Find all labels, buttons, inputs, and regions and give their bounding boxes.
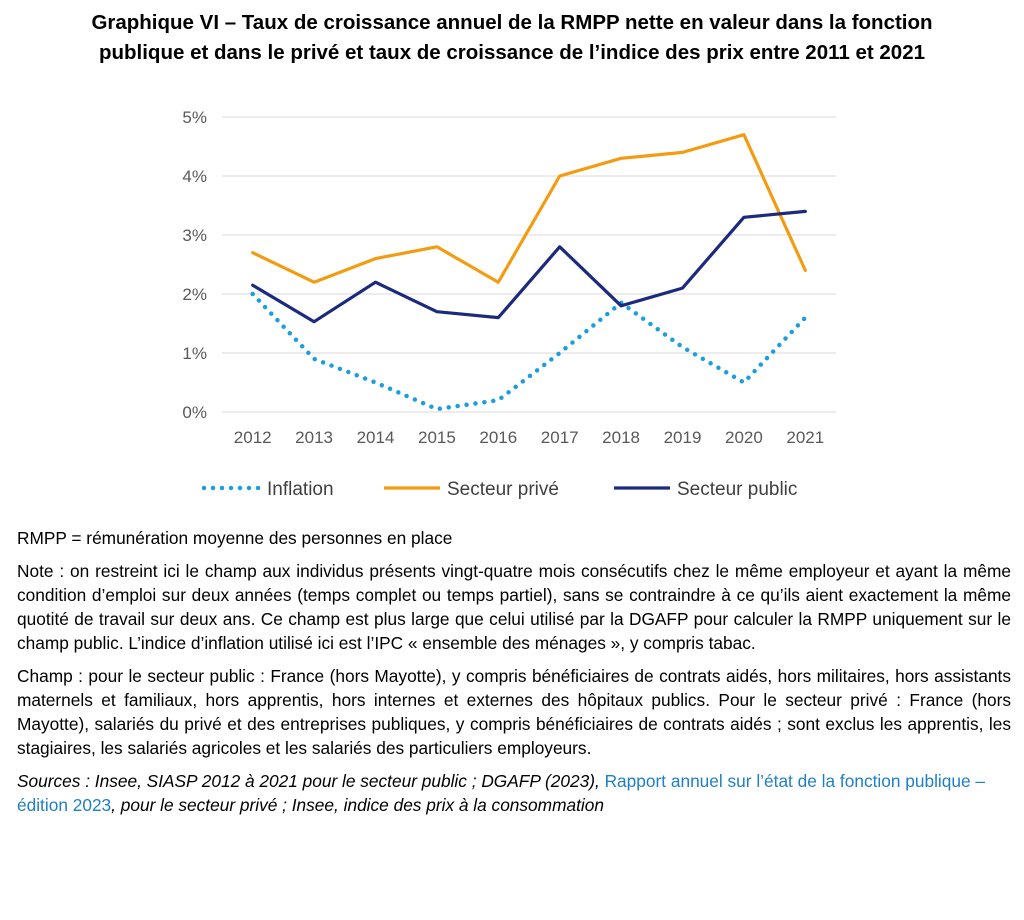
y-tick-label: 5% — [182, 108, 207, 127]
x-tick-label: 2021 — [786, 428, 824, 447]
series-line-secteur-privé — [251, 133, 807, 284]
chart-title: Graphique VI – Taux de croissance annuel… — [0, 8, 1024, 68]
y-tick-label: 1% — [182, 344, 207, 363]
x-tick-label: 2015 — [418, 428, 456, 447]
rmpp-definition: RMPP = rémunération moyenne des personne… — [17, 528, 453, 548]
sources-note: Sources : Insee, SIASP 2012 à 2021 pour … — [17, 769, 1011, 817]
x-tick-label: 2019 — [664, 428, 702, 447]
y-tick-label: 0% — [182, 403, 207, 422]
legend-label: Secteur public — [677, 479, 797, 500]
methodology-note: Note : on restreint ici le champ aux ind… — [17, 561, 1011, 653]
legend-label: Secteur privé — [447, 479, 559, 500]
x-tick-label: 2012 — [234, 428, 272, 447]
series-line-secteur-public — [251, 209, 807, 324]
y-tick-label: 4% — [182, 167, 207, 186]
sources-prefix: Sources : Insee, SIASP 2012 à 2021 pour … — [17, 771, 605, 791]
x-tick-label: 2014 — [357, 428, 395, 447]
x-tick-label: 2013 — [295, 428, 333, 447]
x-tick-label: 2020 — [725, 428, 763, 447]
y-tick-label: 2% — [182, 285, 207, 304]
y-tick-label: 3% — [182, 226, 207, 245]
notes-section: RMPP = rémunération moyenne des personne… — [17, 526, 1011, 826]
x-tick-label: 2018 — [602, 428, 640, 447]
sources-report-link[interactable]: Rapport annuel sur l’état de la fonction… — [17, 771, 986, 815]
line-chart: 0% 1% 2% 3% 4% 5% 2012 2013 2014 2015 2016 2017 2018… — [182, 108, 836, 500]
sources-suffix: , pour le secteur privé ; Insee, indice … — [111, 795, 604, 815]
scope-note: Champ : pour le secteur public : France … — [17, 666, 1011, 758]
series-line-inflation — [250, 291, 808, 412]
x-tick-label: 2016 — [479, 428, 517, 447]
chart-title-line-1: Graphique VI – Taux de croissance annuel… — [91, 11, 933, 34]
chart-title-line-2: publique et dans le privé et taux de cro… — [98, 41, 926, 64]
legend-label: Inflation — [267, 479, 334, 500]
x-tick-label: 2017 — [541, 428, 579, 447]
